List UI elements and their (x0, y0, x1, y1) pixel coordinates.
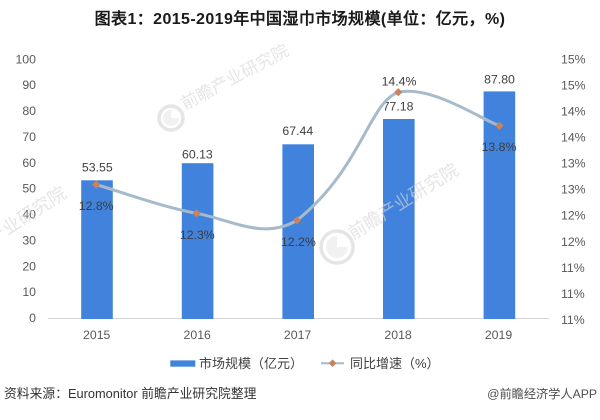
svg-text:87.80: 87.80 (484, 72, 515, 86)
svg-text:12.8%: 12.8% (79, 199, 114, 213)
svg-text:90: 90 (22, 78, 36, 92)
svg-text:11%: 11% (561, 287, 585, 301)
svg-text:13%: 13% (561, 183, 586, 197)
svg-text:12.3%: 12.3% (180, 228, 215, 242)
svg-text:13%: 13% (561, 157, 586, 171)
svg-text:市场规模（亿元）: 市场规模（亿元） (199, 356, 303, 371)
svg-text:14%: 14% (561, 131, 586, 145)
svg-text:53.55: 53.55 (82, 161, 113, 175)
svg-text:10: 10 (22, 285, 36, 299)
svg-text:50: 50 (22, 182, 36, 196)
svg-text:20: 20 (22, 259, 36, 273)
svg-text:70: 70 (22, 130, 36, 144)
svg-text:13.8%: 13.8% (482, 140, 517, 154)
svg-text:12%: 12% (561, 209, 586, 223)
svg-text:2016: 2016 (184, 328, 212, 342)
svg-text:同比增速（%）: 同比增速（%） (350, 356, 440, 371)
svg-text:资料来源：Euromonitor 前瞻产业研究院整理: 资料来源：Euromonitor 前瞻产业研究院整理 (4, 386, 257, 401)
svg-text:图表1：2015-2019年中国湿巾市场规模(单位：亿元，%: 图表1：2015-2019年中国湿巾市场规模(单位：亿元，%) (95, 9, 506, 28)
svg-text:77.18: 77.18 (383, 99, 414, 113)
svg-text:15%: 15% (561, 52, 586, 66)
svg-text:60: 60 (22, 156, 36, 170)
svg-text:15%: 15% (561, 79, 586, 93)
svg-text:40: 40 (22, 208, 36, 222)
svg-text:0: 0 (29, 311, 36, 325)
svg-text:12.2%: 12.2% (281, 235, 316, 249)
svg-text:2017: 2017 (284, 328, 312, 342)
svg-text:2015: 2015 (83, 328, 111, 342)
svg-text:30: 30 (22, 233, 36, 247)
svg-text:2018: 2018 (384, 328, 412, 342)
svg-text:2019: 2019 (485, 328, 513, 342)
svg-text:80: 80 (22, 104, 36, 118)
svg-text:11%: 11% (561, 261, 585, 275)
svg-text:14.4%: 14.4% (382, 75, 417, 89)
svg-text:@前瞻经济学人APP: @前瞻经济学人APP (487, 386, 597, 401)
svg-text:100: 100 (15, 52, 36, 66)
svg-text:14%: 14% (561, 105, 586, 119)
svg-text:11%: 11% (561, 313, 585, 327)
svg-text:12%: 12% (561, 235, 586, 249)
svg-text:67.44: 67.44 (282, 124, 313, 138)
svg-text:60.13: 60.13 (182, 148, 213, 162)
